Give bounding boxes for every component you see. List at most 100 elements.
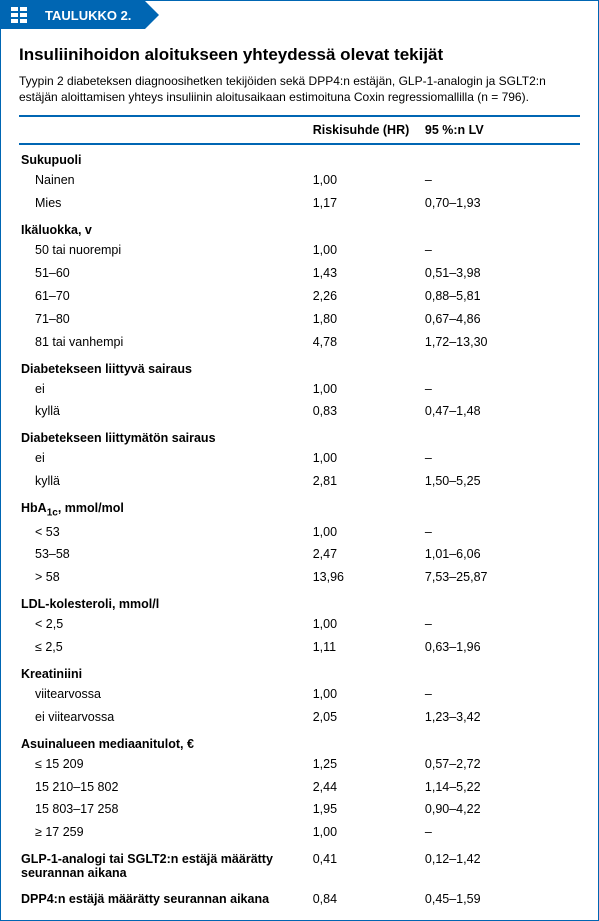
row-hr: 2,47 — [311, 543, 423, 566]
row-hr: 1,17 — [311, 192, 423, 215]
row-ci: – — [423, 821, 580, 844]
group-row: Ikäluokka, v — [19, 215, 580, 239]
row-hr: 1,00 — [311, 378, 423, 401]
row-label: ≤ 2,5 — [19, 636, 311, 659]
row-label: viitearvossa — [19, 683, 311, 706]
row-hr: 2,81 — [311, 470, 423, 493]
table-row: ei1,00– — [19, 447, 580, 470]
header-bar: TAULUKKO 2. — [1, 1, 598, 29]
row-ci: 1,23–3,42 — [423, 706, 580, 729]
group-row: Asuinalueen mediaanitulot, € — [19, 729, 580, 753]
row-hr: 1,80 — [311, 308, 423, 331]
row-label: 81 tai vanhempi — [19, 331, 311, 354]
table-row: Nainen1,00– — [19, 169, 580, 192]
row-ci: – — [423, 169, 580, 192]
row-label: kyllä — [19, 400, 311, 423]
table-container: TAULUKKO 2. Insuliinihoidon aloitukseen … — [0, 0, 599, 921]
row-label: ≥ 17 259 — [19, 821, 311, 844]
group-row: LDL-kolesteroli, mmol/l — [19, 589, 580, 613]
group-label: Diabetekseen liittyvä sairaus — [19, 354, 580, 378]
row-hr: 1,11 — [311, 636, 423, 659]
row-hr: 0,83 — [311, 400, 423, 423]
row-ci: 0,45–1,59 — [423, 884, 580, 910]
group-label: Diabetekseen liittymätön sairaus — [19, 423, 580, 447]
row-label: Mies — [19, 192, 311, 215]
table-row: ≤ 2,51,110,63–1,96 — [19, 636, 580, 659]
table-row: Mies1,170,70–1,93 — [19, 192, 580, 215]
table-row: 15 210–15 8022,441,14–5,22 — [19, 776, 580, 799]
group-label: Kreatiniini — [19, 659, 580, 683]
col-header-ci: 95 %:n LV — [423, 116, 580, 144]
group-label: Asuinalueen mediaanitulot, € — [19, 729, 580, 753]
table-row: 81 tai vanhempi4,781,72–13,30 — [19, 331, 580, 354]
row-hr: 1,00 — [311, 821, 423, 844]
data-table: Riskisuhde (HR) 95 %:n LV SukupuoliNaine… — [19, 115, 580, 910]
row-label: < 53 — [19, 521, 311, 544]
row-hr: 1,43 — [311, 262, 423, 285]
table-row: < 2,51,00– — [19, 613, 580, 636]
table-row: 53–582,471,01–6,06 — [19, 543, 580, 566]
row-ci: 0,88–5,81 — [423, 285, 580, 308]
table-row: 61–702,260,88–5,81 — [19, 285, 580, 308]
row-ci: 0,12–1,42 — [423, 844, 580, 884]
row-hr: 1,00 — [311, 239, 423, 262]
row-ci: – — [423, 239, 580, 262]
row-label: 50 tai nuorempi — [19, 239, 311, 262]
row-hr: 1,00 — [311, 521, 423, 544]
row-label: 15 803–17 258 — [19, 798, 311, 821]
table-icon — [1, 1, 37, 29]
table-row: kyllä2,811,50–5,25 — [19, 470, 580, 493]
group-label: Sukupuoli — [19, 144, 580, 169]
row-label: 15 210–15 802 — [19, 776, 311, 799]
table-row: ≤ 15 2091,250,57–2,72 — [19, 753, 580, 776]
table-row: > 5813,967,53–25,87 — [19, 566, 580, 589]
row-ci: 0,90–4,22 — [423, 798, 580, 821]
row-hr: 1,00 — [311, 169, 423, 192]
table-title: Insuliinihoidon aloitukseen yhteydessä o… — [19, 45, 580, 65]
row-hr: 13,96 — [311, 566, 423, 589]
group-label: LDL-kolesteroli, mmol/l — [19, 589, 580, 613]
row-label: > 58 — [19, 566, 311, 589]
standalone-row: GLP-1-analogi tai SGLT2:n estäjä määrätt… — [19, 844, 580, 884]
table-row: < 531,00– — [19, 521, 580, 544]
row-ci: 1,50–5,25 — [423, 470, 580, 493]
table-row: 71–801,800,67–4,86 — [19, 308, 580, 331]
standalone-row: DPP4:n estäjä määrätty seurannan aikana 0… — [19, 884, 580, 910]
row-ci: 0,47–1,48 — [423, 400, 580, 423]
row-label: 51–60 — [19, 262, 311, 285]
row-ci: 1,14–5,22 — [423, 776, 580, 799]
header-label: TAULUKKO 2. — [37, 1, 145, 29]
row-ci: – — [423, 447, 580, 470]
row-label: ei — [19, 378, 311, 401]
row-hr: 4,78 — [311, 331, 423, 354]
table-body: SukupuoliNainen1,00–Mies1,170,70–1,93Ikä… — [19, 144, 580, 910]
group-row: Kreatiniini — [19, 659, 580, 683]
table-row: viitearvossa1,00– — [19, 683, 580, 706]
row-hr: 2,44 — [311, 776, 423, 799]
col-header-label — [19, 116, 311, 144]
row-label: DPP4:n estäjä määrätty seurannan aikana — [19, 884, 311, 910]
row-label: ≤ 15 209 — [19, 753, 311, 776]
table-row: ei viitearvossa2,051,23–3,42 — [19, 706, 580, 729]
row-label: ei — [19, 447, 311, 470]
row-ci: 1,01–6,06 — [423, 543, 580, 566]
row-ci: 0,63–1,96 — [423, 636, 580, 659]
table-row: kyllä0,830,47–1,48 — [19, 400, 580, 423]
content: Insuliinihoidon aloitukseen yhteydessä o… — [1, 29, 598, 920]
row-ci: – — [423, 683, 580, 706]
group-row: Sukupuoli — [19, 144, 580, 169]
row-label: < 2,5 — [19, 613, 311, 636]
row-hr: 1,95 — [311, 798, 423, 821]
table-row: 15 803–17 2581,950,90–4,22 — [19, 798, 580, 821]
row-ci: 0,51–3,98 — [423, 262, 580, 285]
table-subtitle: Tyypin 2 diabeteksen diagnoosihetken tek… — [19, 73, 580, 105]
row-hr: 1,00 — [311, 447, 423, 470]
row-label: 71–80 — [19, 308, 311, 331]
table-row: 51–601,430,51–3,98 — [19, 262, 580, 285]
row-ci: – — [423, 521, 580, 544]
table-row: ≥ 17 2591,00– — [19, 821, 580, 844]
row-label: kyllä — [19, 470, 311, 493]
row-ci: 0,57–2,72 — [423, 753, 580, 776]
col-header-hr: Riskisuhde (HR) — [311, 116, 423, 144]
table-row: ei1,00– — [19, 378, 580, 401]
